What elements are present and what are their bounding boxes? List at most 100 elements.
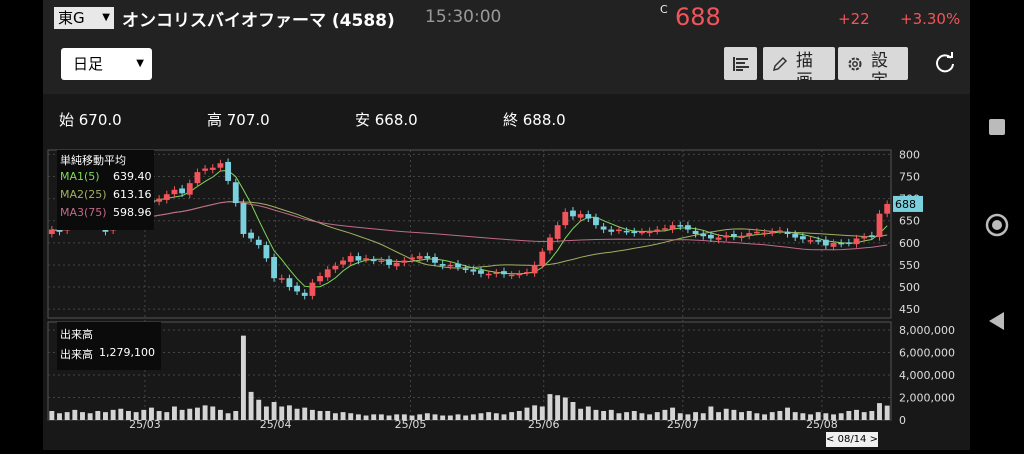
volume-bar (378, 414, 384, 420)
candle-body (401, 260, 408, 263)
volume-bar (555, 395, 561, 420)
candle-body (784, 231, 791, 234)
stock-title: オンコリスバイオファーマ (4588) (122, 11, 395, 31)
volume-bar (164, 412, 170, 420)
candle-body (294, 285, 300, 292)
candle-body (508, 274, 515, 277)
volume-bar (325, 411, 331, 420)
volume-bar (539, 406, 545, 420)
candle-body (225, 161, 232, 181)
candle-body (815, 240, 822, 242)
volume-bar (463, 415, 469, 420)
volume-bar (739, 412, 745, 420)
volume-bar (478, 413, 484, 420)
volume-bar (493, 413, 499, 420)
volume-bar (271, 402, 277, 420)
volume-bar (87, 413, 93, 420)
volume-bar (685, 414, 691, 420)
candle-body (616, 229, 622, 232)
volume-bar (171, 406, 177, 420)
candle-body (669, 225, 676, 230)
volume-bar (562, 397, 568, 420)
candle-body (271, 256, 277, 279)
volume-bar (631, 411, 637, 420)
indicator-list-button[interactable] (724, 47, 757, 80)
candle-body (631, 231, 638, 234)
volume-bar (187, 408, 193, 420)
candle-body (232, 182, 239, 204)
volume-bar (348, 413, 354, 420)
home-icon[interactable] (985, 213, 1009, 237)
volume-bar (432, 414, 438, 420)
candle-body (424, 256, 431, 259)
volume-bar (332, 413, 338, 420)
volume-bar (118, 408, 124, 420)
period-select[interactable]: 日足 ▼ (61, 48, 152, 80)
candle-body (416, 256, 423, 259)
volume-bar (639, 413, 645, 420)
volume-bar (110, 409, 116, 420)
volume-bar (723, 408, 729, 420)
candle-body (646, 230, 653, 234)
candle-body (355, 256, 362, 261)
price-change: +22 (838, 10, 870, 28)
candle-body (822, 239, 829, 246)
ma2-label: MA2(25) (60, 188, 107, 201)
volume-bar (317, 411, 323, 420)
volume-bar (263, 406, 269, 420)
volume-bar (708, 406, 714, 420)
volume-bar (401, 414, 407, 420)
refresh-icon[interactable] (934, 52, 956, 74)
volume-bar (149, 407, 154, 420)
volume-bar (248, 391, 254, 420)
candle-body (301, 292, 308, 296)
back-icon[interactable] (989, 312, 1004, 330)
candle-body (838, 242, 845, 245)
candle-body (370, 259, 377, 262)
volume-bar (103, 412, 108, 420)
ohlc-close: 終 688.0 (503, 111, 566, 129)
price-tick-label: 550 (899, 259, 920, 272)
volume-bar (355, 414, 361, 420)
candle-body (799, 236, 806, 240)
candle-body (217, 163, 224, 168)
candle-body (868, 235, 875, 237)
market-select[interactable]: 東G ▼ (54, 7, 114, 29)
date-flag[interactable]: < 08/14 > (826, 432, 878, 447)
volume-bar (80, 412, 85, 420)
candle-body (792, 234, 799, 238)
volume-bar (217, 409, 223, 420)
volume-bar (309, 409, 315, 420)
candle-body (593, 217, 599, 226)
volume-bar (693, 412, 699, 420)
volume-bar (470, 414, 476, 420)
candle-body (478, 270, 484, 274)
candle-body (255, 239, 262, 246)
volume-legend-label: 出来高 (60, 348, 93, 361)
candle-body (179, 188, 186, 194)
recent-apps-icon[interactable] (989, 119, 1005, 135)
price-chart[interactable]: 8007507006506005505004508,000,0006,000,0… (43, 0, 970, 450)
candle-body (163, 194, 170, 200)
candle-body (409, 257, 415, 260)
candle-body (639, 231, 645, 234)
volume-bar (884, 405, 890, 420)
volume-bar (486, 412, 492, 420)
price-tick-label: 750 (899, 171, 920, 184)
volume-tick-label: 0 (899, 414, 906, 427)
candle-body (324, 269, 331, 278)
draw-button[interactable]: 描画 (763, 47, 835, 80)
candle-body (209, 167, 216, 170)
candle-body (248, 232, 254, 239)
candle-body (524, 272, 530, 274)
chevron-down-icon: ▼ (102, 12, 110, 23)
candle-body (393, 262, 400, 267)
volume-tick-label: 4,000,000 (899, 369, 955, 382)
quote-time: 15:30:00 (425, 7, 502, 27)
volume-bar (800, 413, 806, 420)
candle-body (347, 256, 354, 262)
settings-button[interactable]: 設定 (838, 47, 908, 80)
volume-bar (156, 411, 162, 420)
period-label: 日足 (73, 55, 104, 73)
volume-bar (225, 413, 231, 420)
